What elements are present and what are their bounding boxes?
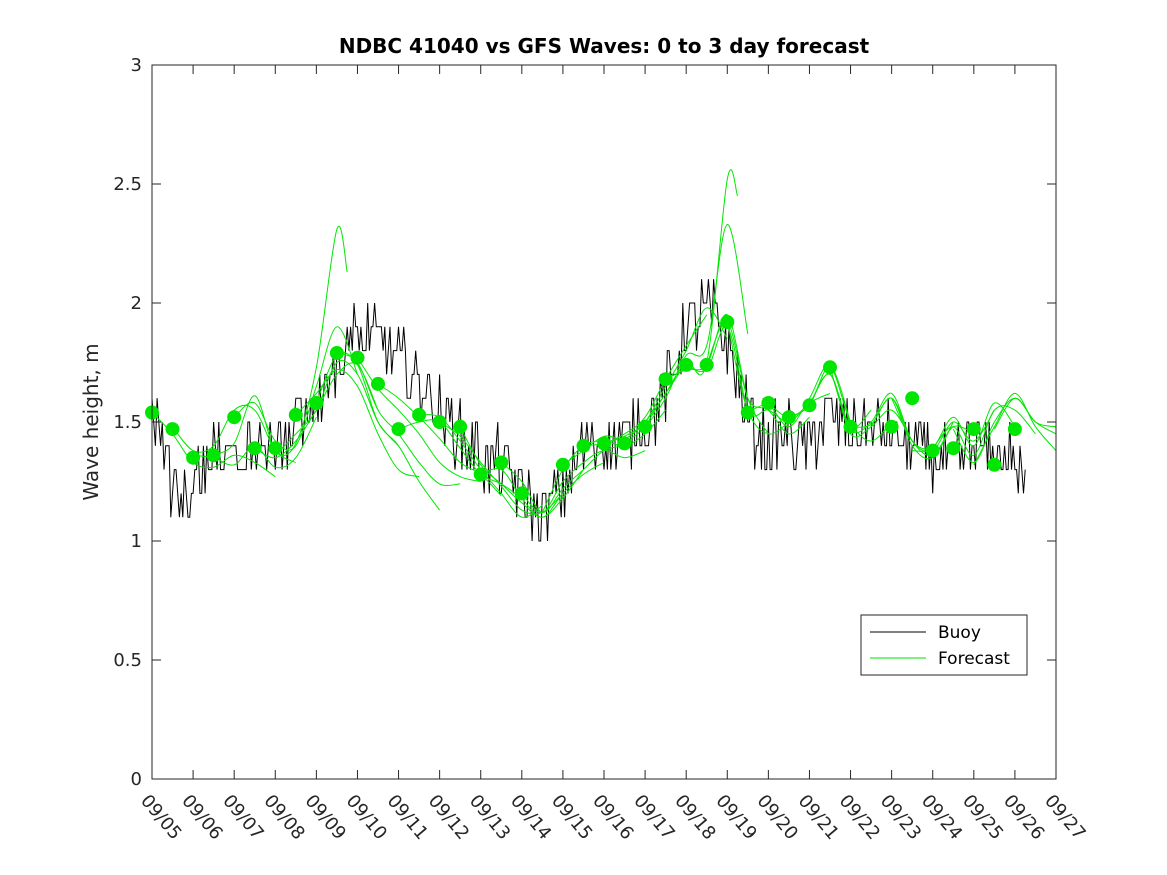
forecast-marker: [288, 407, 303, 422]
y-axis-label: Wave height, m: [79, 343, 103, 500]
forecast-marker: [679, 357, 694, 372]
forecast-marker: [576, 438, 591, 453]
forecast-marker: [1007, 422, 1022, 437]
y-axis: 0 0.5 1 1.5 2 2.5 3: [113, 55, 1056, 790]
forecast-marker: [391, 422, 406, 437]
forecast-marker: [247, 441, 262, 456]
forecast-line: [809, 373, 913, 442]
forecast-marker: [165, 422, 180, 437]
forecast-line: [973, 392, 1057, 466]
y-tick-label: 1: [131, 531, 142, 552]
forecast-line: [603, 307, 728, 444]
forecast-marker: [987, 457, 1002, 472]
forecast-marker: [494, 455, 509, 470]
forecast-marker: [781, 410, 796, 425]
forecast-marker: [597, 436, 611, 451]
y-tick-label: 0: [131, 769, 142, 790]
forecast-marker: [946, 441, 961, 456]
forecast-marker: [720, 315, 735, 329]
legend-box: [860, 614, 1028, 676]
forecast-marker: [473, 467, 488, 482]
chart-title: NDBC 41040 vs GFS Waves: 0 to 3 day fore…: [339, 34, 870, 58]
y-tick-label: 2: [131, 293, 142, 314]
y-tick-label: 2.5: [113, 174, 142, 195]
forecast-marker: [555, 457, 570, 472]
forecast-marker: [186, 450, 201, 465]
legend: Buoy Forecast: [860, 614, 1028, 676]
forecast-line: [870, 397, 975, 457]
y-tick-label: 3: [131, 55, 142, 76]
forecast-marker: [309, 396, 324, 410]
forecast-marker: [905, 391, 920, 406]
forecast-line: [459, 426, 584, 518]
forecast-line: [932, 405, 1036, 456]
forecast-marker: [371, 376, 385, 391]
y-tick-label: 0.5: [113, 650, 142, 671]
forecast-marker: [884, 419, 899, 434]
forecast-marker: [329, 346, 344, 360]
legend-forecast-label: Forecast: [938, 649, 1010, 669]
forecast-marker: [412, 407, 427, 422]
forecast-marker: [843, 419, 858, 434]
forecast-markers: [145, 315, 1022, 501]
legend-buoy-label: Buoy: [938, 623, 981, 643]
forecast-marker: [432, 415, 447, 429]
forecast-line: [480, 462, 605, 518]
forecast-marker: [658, 372, 673, 387]
forecast-line: [891, 397, 995, 453]
forecast-marker: [802, 398, 817, 413]
forecast-marker: [514, 486, 529, 501]
forecast-marker: [925, 443, 940, 458]
forecast-line: [233, 326, 358, 451]
forecast-marker: [699, 357, 714, 372]
forecast-line: [993, 397, 1057, 430]
forecast-marker: [761, 396, 776, 410]
forecast-marker: [268, 441, 283, 456]
forecast-marker: [350, 350, 365, 365]
forecast-marker: [453, 419, 468, 434]
forecast-marker: [638, 419, 653, 434]
forecast-marker: [617, 436, 632, 451]
forecast-marker: [966, 422, 981, 437]
y-tick-label: 1.5: [113, 412, 142, 433]
forecast-marker: [227, 410, 242, 425]
forecast-marker: [206, 448, 221, 463]
forecast-marker: [823, 360, 837, 375]
forecast-line: [295, 369, 420, 478]
forecast-marker: [740, 405, 755, 420]
